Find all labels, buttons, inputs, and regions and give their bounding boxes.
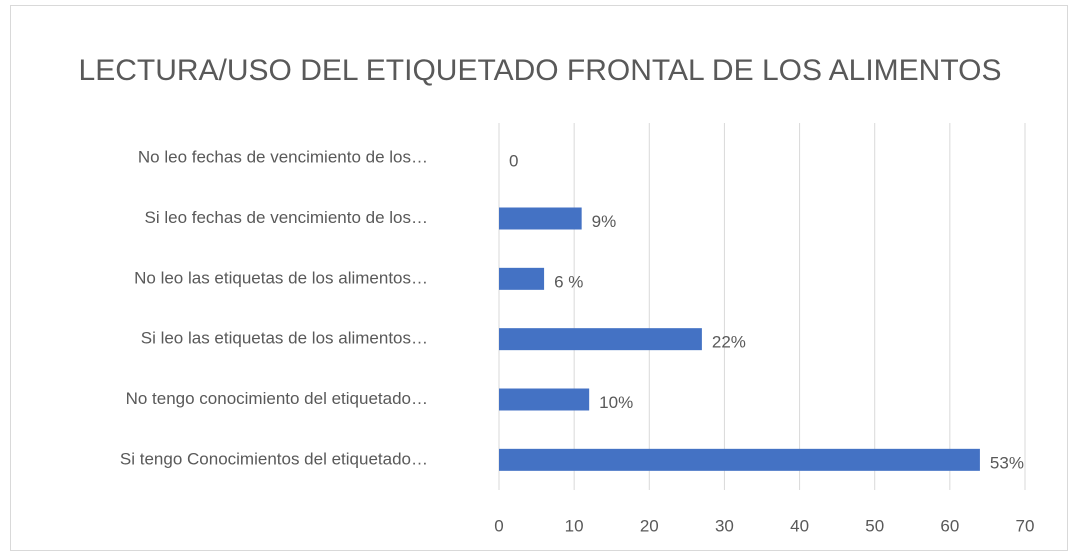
- value-label: 9%: [592, 212, 617, 231]
- value-label: 53%: [990, 453, 1024, 472]
- x-tick-label: 60: [940, 516, 959, 535]
- y-tick-label: No tengo conocimiento del etiquetado…: [126, 389, 428, 408]
- x-tick-label: 40: [790, 516, 809, 535]
- x-tick-label: 20: [640, 516, 659, 535]
- x-tick-label: 10: [565, 516, 584, 535]
- bar: [499, 267, 545, 290]
- x-tick-label: 0: [494, 516, 503, 535]
- bar: [499, 328, 702, 351]
- value-label: 6 %: [554, 272, 583, 291]
- y-tick-label: Si leo las etiquetas de los alimentos…: [141, 329, 428, 348]
- bar: [499, 207, 582, 230]
- chart-title: LECTURA/USO DEL ETIQUETADO FRONTAL DE LO…: [79, 54, 1002, 87]
- x-tick-label: 50: [865, 516, 884, 535]
- x-tick-label: 70: [1016, 516, 1035, 535]
- y-tick-label: Si tengo Conocimientos del etiquetado…: [120, 449, 428, 468]
- value-label: 10%: [599, 393, 633, 412]
- y-tick-label: No leo las etiquetas de los alimentos…: [134, 268, 428, 287]
- x-tick-label: 30: [715, 516, 734, 535]
- y-tick-label: No leo fechas de vencimiento de los…: [138, 148, 428, 167]
- value-label: 22%: [712, 333, 746, 352]
- bar: [499, 388, 590, 411]
- bar: [499, 448, 980, 471]
- value-label: 0: [509, 152, 518, 171]
- y-tick-label: Si leo fechas de vencimiento de los…: [145, 208, 429, 227]
